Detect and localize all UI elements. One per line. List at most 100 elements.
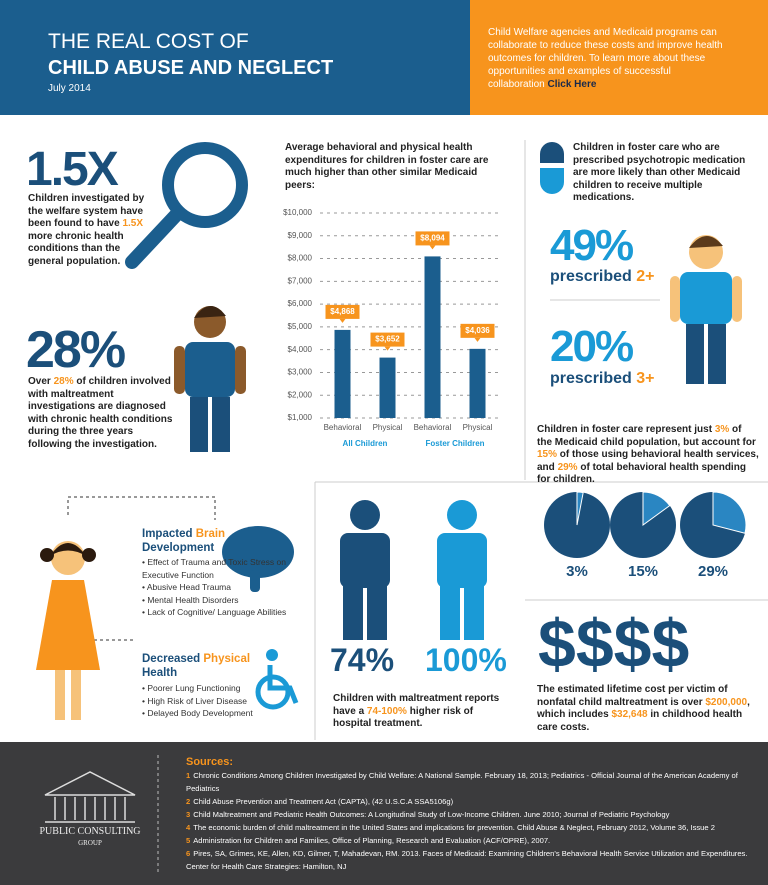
logo-text: GROUP	[78, 839, 102, 847]
source: 3 Child Maltreatment and Pediatric Health…	[186, 808, 751, 821]
text: The estimated lifetime cost per victim o…	[537, 684, 728, 708]
text: more chronic health conditions than the …	[28, 230, 124, 267]
sources-list: 1 Chronic Conditions Among Children Inves…	[186, 769, 751, 873]
bar	[334, 329, 351, 418]
highlight: 1.5X	[122, 218, 144, 229]
text: Over	[28, 376, 54, 387]
x-tick-label: Behavioral	[414, 423, 452, 432]
chart-title: Average behavioral and physical health e…	[285, 142, 489, 191]
highlight: $200,000	[705, 696, 748, 708]
list-item: Abusive Head Trauma	[142, 581, 292, 594]
stat-label: prescribed 2+	[550, 268, 655, 286]
source-number: 5	[186, 836, 191, 845]
dollar-signs: $$$$	[538, 606, 690, 682]
stat-text: Over 28% of children involved with maltr…	[28, 376, 176, 451]
list-item: Lack of Cognitive/ Language Abilities	[142, 606, 292, 619]
highlight: $32,648	[611, 709, 648, 720]
text: Children investigated by the welfare sys…	[28, 193, 145, 229]
highlight: 15%	[537, 449, 558, 460]
source: 5 Administration for Children and Familie…	[186, 834, 751, 847]
source-number: 4	[186, 823, 191, 832]
big-stat: 49%	[550, 221, 634, 270]
x-tick-label: Behavioral	[324, 423, 362, 432]
value-label-pointer	[339, 318, 346, 323]
medication-text: Children in foster care who are prescrib…	[573, 142, 746, 203]
boy-icon	[174, 305, 246, 452]
girl-icon	[36, 541, 100, 720]
source-text: Chronic Conditions Among Children Invest…	[186, 771, 738, 793]
magnifier-icon	[125, 142, 248, 269]
y-tick-label: $4,000	[288, 345, 313, 354]
link[interactable]: Click Here	[547, 79, 597, 90]
highlight: 2+	[636, 268, 655, 285]
promo: Child Welfare agencies and Medicaid prog…	[488, 26, 728, 91]
value-label-pointer	[474, 337, 481, 342]
source-number: 2	[186, 797, 191, 806]
list-item: High Risk of Liver Disease	[142, 695, 292, 708]
text: Health	[142, 667, 178, 679]
person-icon	[340, 500, 390, 640]
highlight: 74-100%	[366, 705, 407, 717]
stat-text: Children investigated by the welfare sys…	[28, 193, 156, 268]
source-number: 1	[186, 771, 191, 780]
y-tick-label: $5,000	[288, 322, 313, 331]
y-tick-label: $6,000	[288, 299, 313, 308]
y-tick-label: $10,000	[283, 208, 312, 217]
list-item: Poorer Lung Functioning	[142, 682, 292, 695]
text: Children with maltreatment reports have …	[333, 693, 500, 717]
value-label: $4,036	[465, 326, 490, 335]
y-tick-label: $8,000	[288, 254, 313, 263]
highlight: 3+	[636, 370, 655, 387]
source-text: Administration for Children and Families…	[193, 836, 551, 845]
text: of total behavioral health spending for …	[537, 461, 746, 486]
person-icon	[437, 500, 487, 640]
text: of those using behavioral health service…	[537, 449, 759, 473]
header-right	[470, 0, 768, 115]
promo-text: Child Welfare agencies and Medicaid prog…	[488, 27, 723, 90]
text: in childhood health care costs.	[537, 709, 743, 733]
highlight: Brain	[195, 528, 226, 540]
group-label: Foster Children	[425, 439, 484, 448]
logo-icon	[44, 771, 136, 823]
big-stat: 20%	[550, 322, 634, 371]
share-text: Children in foster care represent just 3…	[537, 424, 759, 487]
value-label: $3,652	[375, 335, 400, 344]
list: Effect of Trauma and Toxic Stress on Exe…	[142, 556, 292, 619]
heading: Impacted Brain Development	[142, 527, 242, 555]
highlight: Physical	[203, 653, 251, 665]
value-label: $8,094	[420, 234, 445, 243]
dividers	[157, 140, 768, 872]
value-label-pointer	[429, 245, 436, 250]
stat-label: prescribed 3+	[550, 370, 655, 388]
sources-title: Sources:	[186, 756, 234, 768]
highlight: 28%	[53, 376, 74, 387]
value-label: $4,868	[330, 307, 355, 316]
y-tick-label: $2,000	[288, 390, 313, 399]
text: , which includes	[537, 696, 750, 721]
logo-text: PUBLIC CONSULTING	[39, 826, 141, 837]
source: 1 Chronic Conditions Among Children Inves…	[186, 769, 751, 795]
text: Impacted	[142, 528, 196, 540]
y-tick-label: $9,000	[288, 231, 313, 240]
text: Decreased	[142, 653, 204, 665]
source-text: The economic burden of child maltreatmen…	[193, 823, 715, 832]
boy-icon	[670, 235, 742, 384]
text: of the Medicaid child population, but ac…	[537, 424, 756, 448]
text: higher risk of hospital treatment.	[333, 705, 474, 730]
value-label-box	[415, 231, 450, 246]
list-item: Effect of Trauma and Toxic Stress on Exe…	[142, 556, 292, 581]
value-label-box	[370, 332, 405, 347]
y-tick-label: $1,000	[288, 413, 313, 422]
big-stat: 28%	[26, 321, 126, 379]
big-stat: 100%	[425, 642, 507, 678]
text: prescribed	[550, 268, 632, 285]
x-tick-label: Physical	[373, 423, 403, 432]
pie-slice	[576, 491, 584, 526]
source: 6 Pires, SA, Grimes, KE, Allen, KD, Gilme…	[186, 847, 751, 873]
list: Poorer Lung FunctioningHigh Risk of Live…	[142, 682, 292, 720]
group-label: All Children	[343, 439, 388, 448]
text: of children involved with maltreatment i…	[28, 376, 173, 450]
